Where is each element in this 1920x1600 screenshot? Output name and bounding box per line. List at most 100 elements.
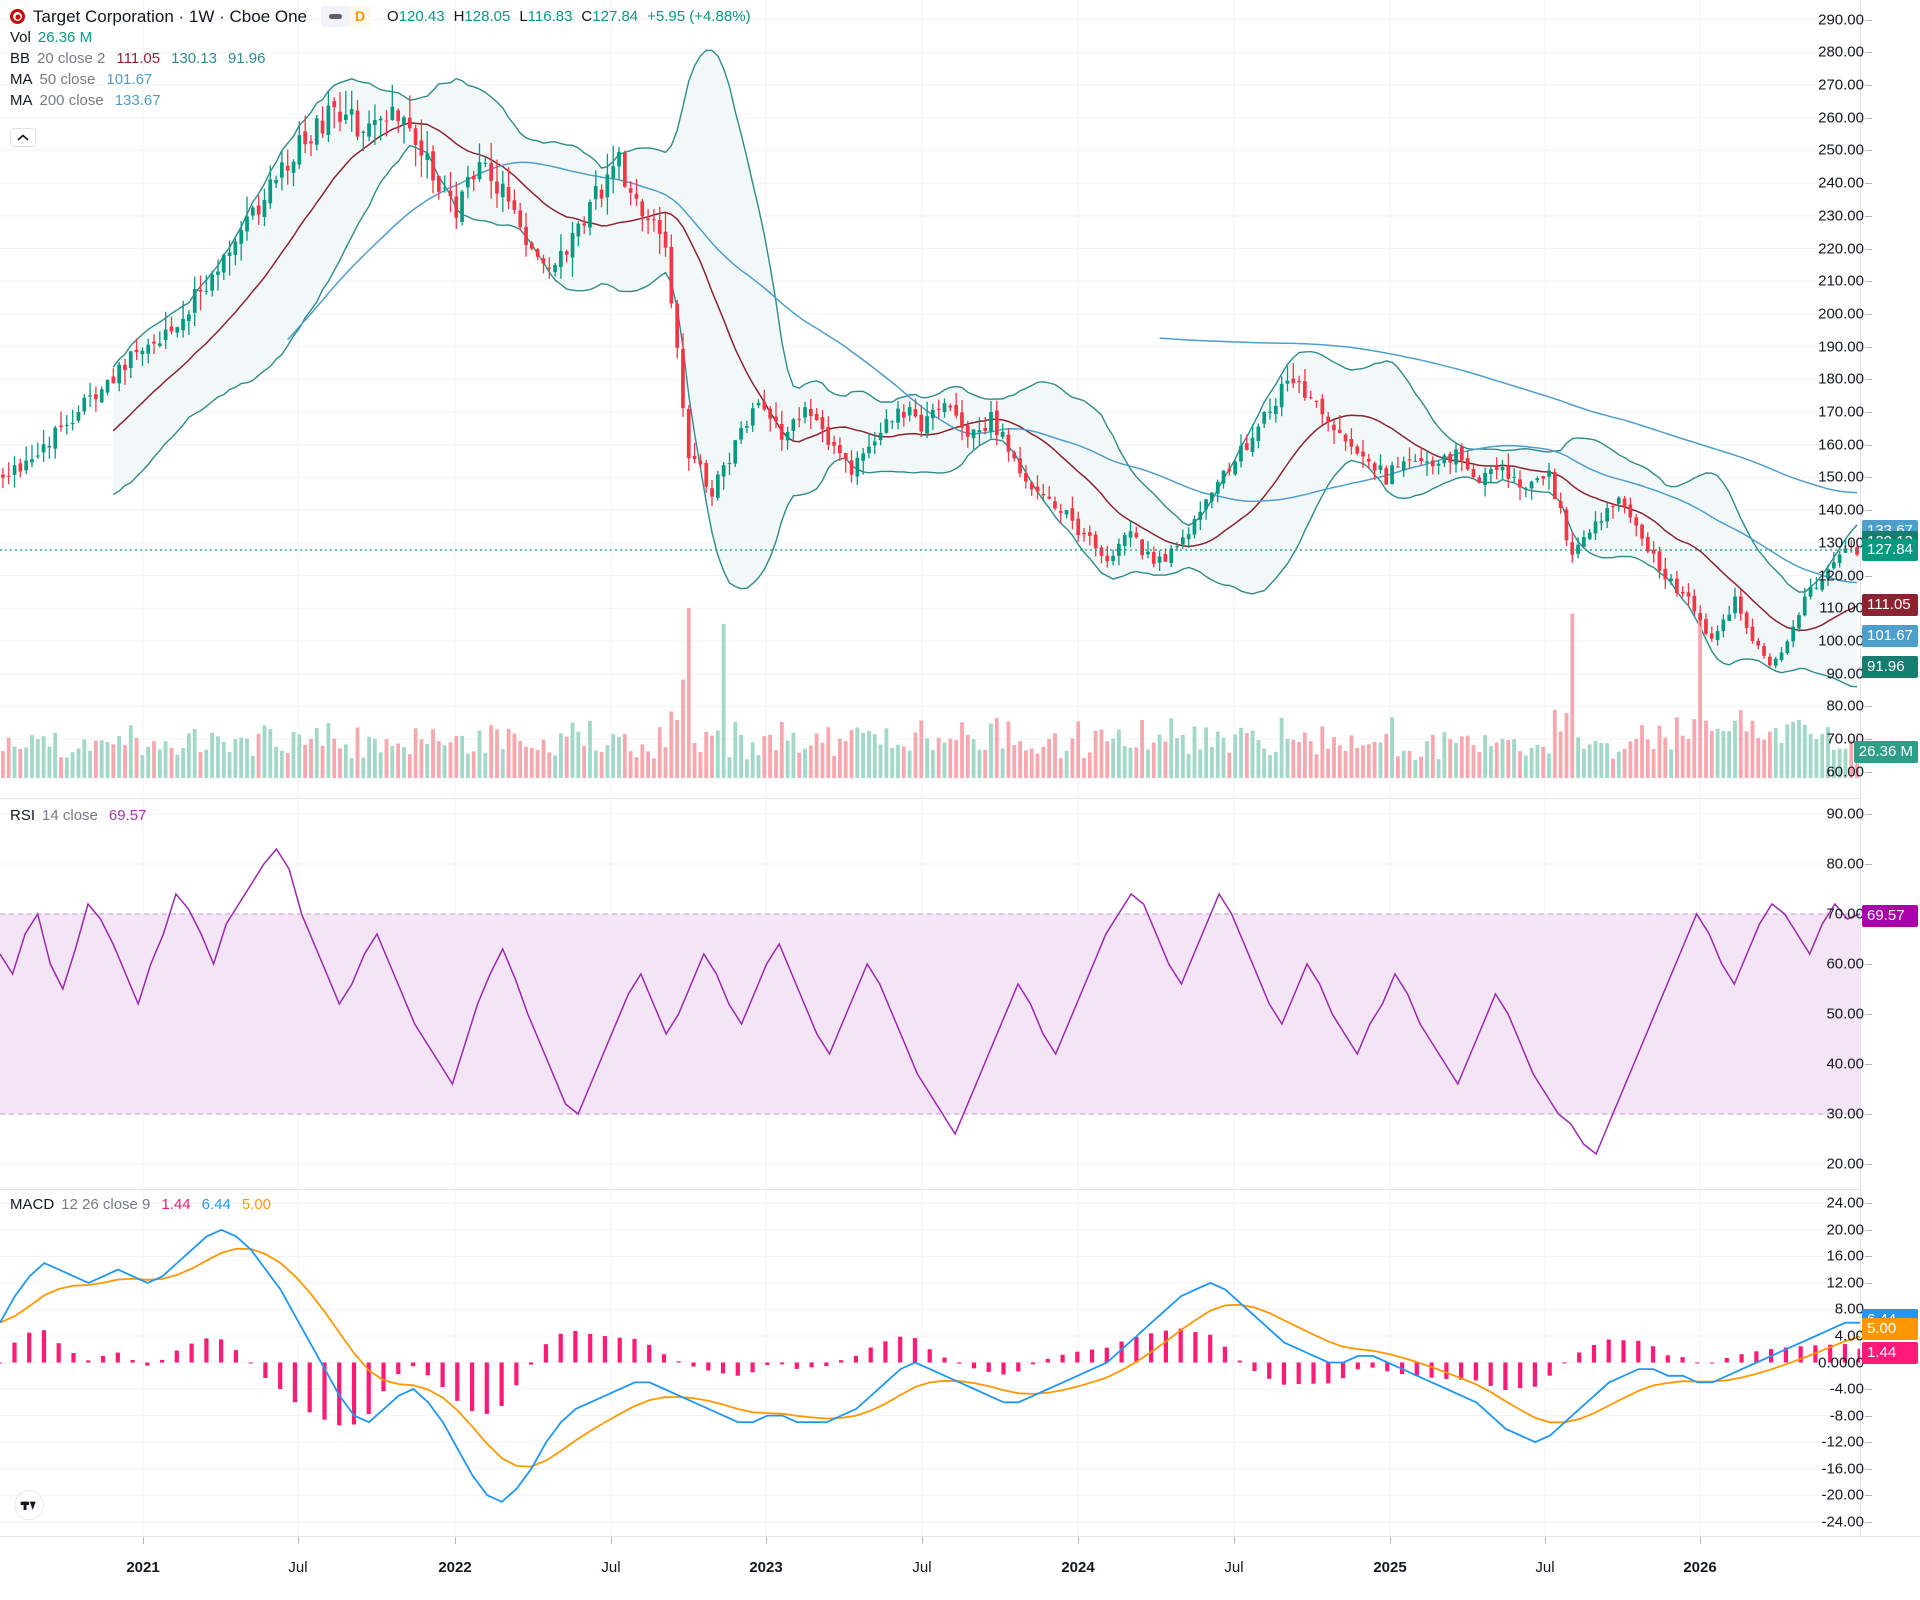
volume-bar	[1628, 741, 1633, 778]
ohlc-high-key: H	[453, 8, 465, 25]
time-axis-label: 2023	[749, 1559, 783, 1576]
macd-histogram-bar	[1267, 1362, 1272, 1379]
volume-bar	[1140, 720, 1144, 778]
candle-body	[204, 290, 209, 292]
macd-histogram-bar	[1650, 1346, 1656, 1363]
price-axis-badge[interactable]: 91.96	[1862, 656, 1918, 679]
symbol-title[interactable]: Target Corporation · 1W · Cboe One	[33, 7, 308, 26]
candle-body	[954, 404, 958, 416]
candle-body	[332, 101, 337, 108]
rsi-pane[interactable]	[0, 799, 1860, 1189]
indicator-legend-row[interactable]: BB 20 close 2 111.05 130.13 91.96	[10, 48, 760, 69]
source-chip-d[interactable]: D	[349, 6, 372, 27]
time-axis[interactable]: 2021 Jul 2022 Jul 2023 Jul 2024 Jul 2025 Jul 2026	[0, 1536, 1920, 1600]
macd-histogram-bar	[1385, 1362, 1390, 1372]
macd-histogram-bar	[499, 1362, 504, 1406]
axis-tick-mark	[1865, 1064, 1872, 1065]
volume-bar	[1448, 739, 1453, 778]
volume-bar	[948, 738, 953, 778]
candle-body	[309, 141, 313, 144]
candle-body	[1651, 549, 1656, 554]
volume-bar	[285, 753, 290, 778]
macd-legend-row[interactable]: MACD 12 26 close 9 1.44 6.44 5.00	[10, 1194, 282, 1215]
candle-body	[663, 231, 668, 248]
price-axis-badge[interactable]: 26.36 M	[1853, 741, 1918, 764]
macd-axis-label: 12.00	[1826, 1274, 1864, 1292]
candle-body	[832, 442, 836, 446]
volume-bar	[489, 725, 493, 778]
price-axis-badge[interactable]: 127.84	[1862, 538, 1918, 561]
volume-bar	[1082, 758, 1086, 778]
volume-bar	[1430, 734, 1435, 778]
volume-bar	[425, 743, 430, 778]
macd-histogram-bar	[1842, 1344, 1847, 1363]
volume-bar	[605, 745, 610, 778]
macd-histogram-bar	[1429, 1362, 1434, 1378]
candle-body	[582, 223, 586, 226]
candle-body	[1186, 534, 1191, 540]
volume-bar	[1489, 746, 1493, 778]
candle-body	[1448, 453, 1453, 463]
candle-body	[1692, 595, 1697, 612]
price-axis-badge[interactable]: 111.05	[1862, 593, 1918, 616]
candle-body	[41, 444, 46, 453]
macd-histogram-bar	[1326, 1362, 1331, 1384]
volume-bar	[1535, 744, 1540, 778]
macd-pane[interactable]	[0, 1190, 1860, 1535]
candle-body	[460, 191, 464, 222]
ohlc-close-value: 127.84	[592, 8, 639, 25]
tradingview-logo-icon[interactable]	[14, 1490, 44, 1520]
time-tick-mark	[1700, 1537, 1701, 1544]
indicator-legend-row[interactable]: Vol 26.36 M	[10, 27, 760, 48]
candle-body	[1611, 506, 1615, 508]
candle-body	[1814, 587, 1819, 589]
macd-histogram-bar	[248, 1362, 253, 1364]
macd-legend-name: MACD	[10, 1196, 55, 1213]
volume-bar	[634, 757, 639, 778]
candle-body	[1616, 497, 1621, 504]
candle-body	[1675, 578, 1679, 594]
macd-axis-label: 0.0000	[1818, 1354, 1864, 1371]
volume-bar	[1756, 737, 1761, 778]
macd-axis-badge[interactable]: 5.00	[1862, 1318, 1918, 1341]
time-axis-label: 2024	[1061, 1559, 1095, 1576]
candle-body	[1064, 510, 1069, 515]
rsi-axis-badge[interactable]: 69.57	[1862, 905, 1918, 928]
rsi-legend-row[interactable]: RSI 14 close 69.57	[10, 805, 146, 826]
volume-bar	[849, 730, 854, 778]
candle-body	[617, 151, 621, 167]
price-axis[interactable]: 290.00 280.00 270.00 260.00 250.00 240.00 230.…	[1818, 0, 1920, 1600]
candle-body	[675, 303, 679, 348]
indicator-legend-row[interactable]: MA 50 close 101.67	[10, 69, 760, 90]
macd-axis-label: 16.00	[1826, 1247, 1864, 1265]
volume-bar	[1715, 728, 1720, 778]
candle-body	[1768, 656, 1772, 666]
volume-bar	[198, 752, 203, 778]
collapse-legend-button[interactable]	[10, 128, 36, 147]
candle-body	[1349, 439, 1354, 447]
candle-body	[291, 161, 296, 173]
candle-body	[820, 417, 825, 430]
macd-axis-badge[interactable]: 1.44	[1862, 1341, 1918, 1364]
symbol-header-row[interactable]: Target Corporation · 1W · Cboe One D O 12…	[10, 6, 760, 27]
candle-body	[1006, 434, 1011, 452]
candle-body	[1733, 596, 1737, 614]
macd-histogram-bar	[1370, 1362, 1375, 1368]
source-chip-group[interactable]: D	[321, 6, 372, 27]
macd-histogram-bar	[41, 1330, 47, 1363]
macd-histogram-bar	[573, 1331, 578, 1363]
macd-histogram-bar	[1518, 1362, 1523, 1389]
price-pane[interactable]	[0, 0, 1860, 798]
candle-body	[1425, 461, 1429, 463]
macd-histogram-bar	[1340, 1362, 1346, 1379]
volume-bar	[1709, 730, 1714, 778]
candle-body	[902, 411, 906, 418]
macd-histogram-bar	[1237, 1360, 1242, 1363]
volume-bar	[500, 749, 505, 778]
volume-bar	[506, 728, 511, 778]
price-axis-badge[interactable]: 101.67	[1862, 624, 1918, 647]
visibility-icon[interactable]	[321, 6, 350, 27]
volume-bar	[843, 741, 848, 778]
indicator-legend-row[interactable]: MA 200 close 133.67	[10, 90, 760, 111]
macd-histogram-bar	[868, 1347, 873, 1363]
